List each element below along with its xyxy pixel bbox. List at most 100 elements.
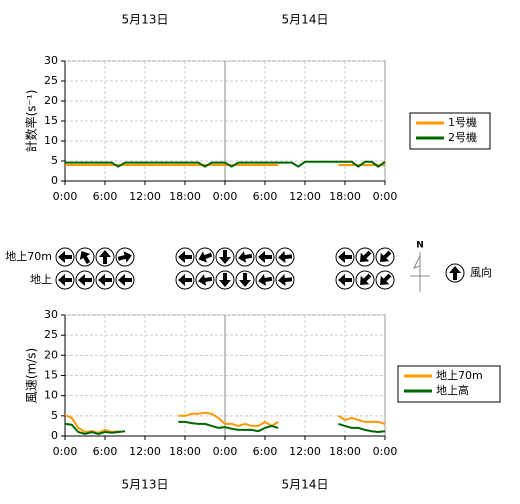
y-tick-label: 25 (44, 328, 58, 341)
x-tick-label: 18:00 (169, 190, 201, 203)
y-axis-label: 計数率(s⁻¹) (24, 90, 39, 153)
arrow-shape (239, 273, 251, 287)
wind-arrow (255, 247, 275, 267)
date-label: 5月13日 (122, 478, 169, 492)
arrow-shape (258, 251, 272, 263)
arrow-shape (58, 251, 72, 263)
arrow-shape (178, 274, 192, 286)
wind-arrow (275, 247, 295, 267)
wind-arrow (235, 270, 255, 290)
series-line (64, 420, 386, 436)
arrow-shape (98, 274, 112, 286)
x-tick-label: 18:00 (329, 445, 361, 458)
x-tick-label: 0:00 (373, 445, 398, 458)
x-tick-label: 6:00 (93, 445, 118, 458)
arrow-shape (360, 273, 372, 285)
y-axis-label: 風速(m/s) (25, 348, 39, 403)
y-tick-label: 30 (44, 54, 58, 67)
legend-label: 風向 (470, 265, 492, 279)
arrow-shape (380, 273, 392, 285)
legend-box (397, 365, 501, 403)
x-tick-label: 0:00 (373, 190, 398, 203)
wind-arrow (55, 270, 75, 290)
arrow-shape (198, 251, 213, 263)
wind-arrow (95, 247, 115, 267)
wind-arrow (375, 270, 395, 290)
legend-arrow (445, 263, 465, 283)
wind-arrow (175, 247, 195, 267)
arrow-shape (178, 251, 192, 263)
wind-arrow (235, 247, 255, 267)
legend-label: 地上高 (436, 383, 469, 397)
wind-arrow (215, 270, 235, 290)
arrow-shape (78, 274, 92, 286)
arrow-shape (360, 250, 372, 262)
y-tick-label: 10 (44, 389, 58, 402)
wind-arrow (215, 247, 235, 267)
wind-arrow (75, 270, 95, 290)
x-tick-label: 6:00 (93, 190, 118, 203)
y-tick-label: 0 (51, 174, 58, 187)
y-tick-label: 0 (51, 429, 58, 442)
date-label: 5月14日 (282, 13, 329, 27)
y-tick-label: 30 (44, 308, 58, 321)
y-tick-label: 20 (44, 94, 58, 107)
wind-arrow (195, 247, 215, 267)
arrow-shape (380, 250, 392, 262)
legend-box (409, 112, 491, 150)
wind-arrow (355, 270, 375, 290)
arrow-shape (198, 274, 213, 286)
x-tick-label: 12:00 (129, 445, 161, 458)
arrow-shape (278, 274, 293, 286)
y-tick-label: 15 (44, 369, 58, 382)
x-tick-label: 0:00 (53, 190, 78, 203)
y-tick-label: 20 (44, 348, 58, 361)
wind-arrow (195, 270, 215, 290)
wind-arrow (335, 247, 355, 267)
arrow-shape (338, 274, 352, 286)
wind-arrow (275, 270, 295, 290)
row-label: 地上 (30, 273, 52, 286)
x-tick-label: 6:00 (253, 445, 278, 458)
wind-arrow (355, 247, 375, 267)
compass-north: N (416, 241, 424, 251)
compass (410, 252, 430, 292)
wind-arrow (55, 247, 75, 267)
wind-arrow (75, 247, 95, 267)
arrow-shape (449, 266, 461, 280)
arrow-shape (278, 251, 293, 263)
arrow-shape (338, 251, 352, 263)
wind-arrow (175, 270, 195, 290)
x-tick-label: 6:00 (253, 190, 278, 203)
x-tick-label: 12:00 (129, 190, 161, 203)
arrow-shape (219, 273, 231, 287)
arrow-shape (99, 250, 111, 264)
arrow-shape (118, 274, 132, 286)
y-tick-label: 5 (51, 409, 58, 422)
arrow-shape (79, 250, 91, 265)
arrow-shape (238, 251, 253, 263)
arrow-shape (58, 274, 72, 286)
wind-arrow (95, 270, 115, 290)
date-label: 5月14日 (282, 478, 329, 492)
row-label: 地上70m (5, 250, 52, 263)
y-tick-label: 15 (44, 114, 58, 127)
arrow-shape (219, 250, 231, 264)
date-label: 5月13日 (122, 13, 169, 27)
wind-arrow (115, 270, 135, 290)
y-tick-label: 25 (44, 74, 58, 87)
series-line (65, 160, 386, 168)
x-tick-label: 12:00 (289, 190, 321, 203)
x-tick-label: 0:00 (213, 445, 238, 458)
wind-arrow (115, 247, 135, 267)
wind-arrow (375, 247, 395, 267)
wind-arrow (255, 270, 275, 290)
arrow-shape (258, 274, 273, 286)
legend-label: 2号機 (448, 130, 477, 144)
x-tick-label: 12:00 (289, 445, 321, 458)
legend-label: 1号機 (448, 115, 477, 129)
y-tick-label: 10 (44, 134, 58, 147)
x-tick-label: 0:00 (53, 445, 78, 458)
arrow-shape (117, 251, 132, 263)
